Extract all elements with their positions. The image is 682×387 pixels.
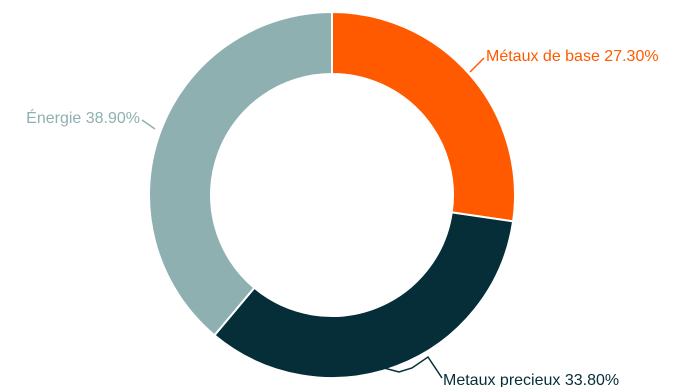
slice-labels: Métaux de base 27.30% Metaux precieux 33… [26, 48, 658, 387]
donut-slices [148, 10, 516, 379]
leader-line-metaux-precieux [383, 355, 443, 379]
leader-line-energie [141, 119, 156, 130]
leader-lines [141, 57, 485, 379]
slice-label-metaux-de-base: Métaux de base 27.30% [486, 48, 659, 65]
slice-label-energie: Énergie 38.90% [26, 108, 140, 127]
slice-label-metaux-precieux: Metaux precieux 33.80% [443, 372, 619, 387]
leader-line-metaux-de-base [469, 57, 485, 73]
slice-metaux-de-base [331, 10, 516, 223]
slice-metaux-precieux [213, 211, 515, 379]
slice-energie [148, 10, 333, 337]
